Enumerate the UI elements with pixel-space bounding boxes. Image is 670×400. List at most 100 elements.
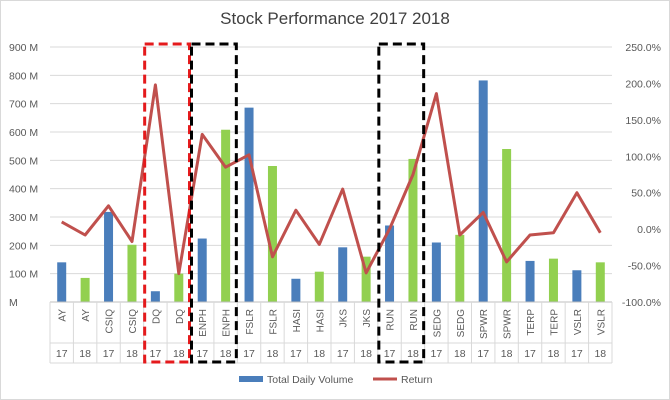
volume-bar (361, 256, 371, 302)
volume-bar (127, 244, 137, 302)
volume-bar (431, 242, 441, 302)
year-label: 17 (103, 348, 115, 360)
year-label: 17 (243, 348, 255, 360)
volume-bar (150, 291, 160, 302)
volume-bar (455, 234, 465, 302)
left-tick-label: 300 M (9, 212, 38, 224)
right-tick-label: -50.0% (628, 261, 661, 273)
volume-bar (595, 262, 605, 302)
annotation-dashed-box (143, 42, 192, 364)
year-label: 18 (220, 348, 232, 360)
year-label: 17 (384, 348, 396, 360)
legend-label-volume: Total Daily Volume (267, 374, 354, 386)
volume-bar (291, 278, 301, 302)
year-label: 18 (313, 348, 325, 360)
right-tick-label: -100.0% (622, 297, 661, 309)
year-label: 18 (360, 348, 372, 360)
left-tick-label: 400 M (9, 184, 38, 196)
left-tick-label: 100 M (9, 269, 38, 281)
ticker-label: SEDG (432, 309, 443, 338)
ticker-label: AY (58, 309, 69, 322)
ticker-label: JKS (362, 309, 373, 328)
legend: Total Daily Volume Return (239, 374, 433, 386)
ticker-label: AY (81, 309, 92, 322)
year-label: 17 (524, 348, 536, 360)
ticker-label: JKS (339, 309, 350, 328)
ticker-label: HASI (315, 309, 326, 332)
right-tick-label: 150.0% (625, 115, 661, 127)
year-label: 17 (477, 348, 489, 360)
left-tick-label: 500 M (9, 155, 38, 167)
year-label: 17 (196, 348, 208, 360)
ticker-label: VSLR (573, 309, 584, 335)
left-tick-label: 800 M (9, 70, 38, 82)
volume-bar (478, 80, 488, 302)
volume-bar (338, 247, 348, 302)
year-label: 17 (150, 348, 162, 360)
ticker-label: SEDG (456, 309, 467, 338)
year-label: 18 (454, 348, 466, 360)
left-tick-label: 900 M (9, 42, 38, 54)
right-tick-label: 100.0% (625, 151, 661, 163)
ticker-label: HASI (292, 309, 303, 332)
year-label: 17 (431, 348, 443, 360)
category-axis: AY 17 AY 18 CSIQ 17 CSIQ 18 DQ 17 DQ 18 ENPH 17 ENPH 18… (49, 301, 613, 364)
volume-bar (548, 258, 558, 302)
ticker-label: CSIQ (128, 309, 139, 334)
volume-bar (525, 260, 535, 302)
ticker-label: ENPH (198, 309, 209, 337)
ticker-label: FSLR (268, 309, 279, 335)
ticker-label: SPWR (503, 309, 514, 339)
year-label: 18 (126, 348, 138, 360)
right-tick-label: 250.0% (625, 42, 661, 54)
ticker-label: CSIQ (105, 309, 116, 334)
volume-bar (244, 107, 254, 302)
volume-bar (80, 277, 90, 302)
right-tick-label: 200.0% (625, 78, 661, 90)
year-label: 18 (407, 348, 419, 360)
ticker-label: DQ (175, 309, 186, 324)
left-tick-label: 700 M (9, 99, 38, 111)
year-label: 17 (571, 348, 583, 360)
ticker-label: SPWR (479, 309, 490, 339)
year-label: 18 (79, 348, 91, 360)
volume-bar (57, 262, 67, 302)
ticker-label: TERP (549, 309, 560, 336)
ticker-label: FSLR (245, 309, 256, 335)
legend-swatch-volume (239, 376, 263, 382)
volume-bars (57, 80, 605, 302)
year-label: 18 (594, 348, 606, 360)
year-label: 17 (337, 348, 349, 360)
volume-bar (174, 273, 184, 302)
volume-bar (267, 166, 277, 302)
annotation-dashed-box (377, 42, 426, 364)
volume-bar (314, 271, 324, 302)
ticker-label: ENPH (222, 309, 233, 337)
chart-title: Stock Performance 2017 2018 (220, 9, 450, 28)
volume-bar (221, 129, 231, 302)
year-label: 17 (56, 348, 68, 360)
volume-bar (408, 158, 418, 302)
ticker-label: VSLR (596, 309, 607, 335)
volume-bar (572, 270, 582, 302)
ticker-label: RUN (409, 309, 420, 331)
ticker-label: DQ (151, 309, 162, 324)
legend-label-return: Return (401, 374, 433, 386)
volume-bar (502, 149, 512, 302)
ticker-label: RUN (386, 309, 397, 331)
year-label: 18 (501, 348, 513, 360)
volume-bar (104, 211, 114, 302)
left-tick-label: 600 M (9, 127, 38, 139)
year-label: 17 (290, 348, 302, 360)
ticker-label: TERP (526, 309, 537, 336)
year-label: 18 (267, 348, 279, 360)
right-tick-label: 50.0% (631, 188, 661, 200)
left-tick-label: M (9, 297, 18, 309)
return-line (60, 83, 602, 276)
left-tick-label: 200 M (9, 240, 38, 252)
annotation-dashed-box (190, 42, 238, 364)
volume-bar (197, 238, 207, 302)
year-label: 18 (548, 348, 560, 360)
